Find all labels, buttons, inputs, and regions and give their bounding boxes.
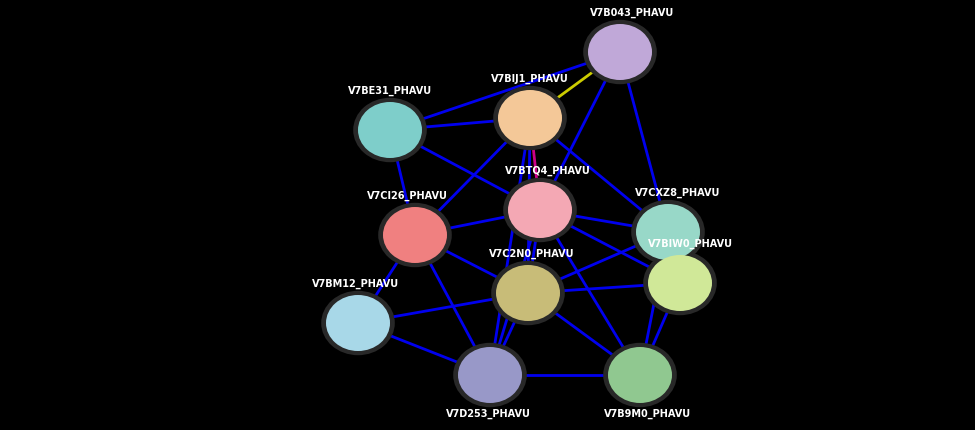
Ellipse shape bbox=[498, 90, 562, 146]
Ellipse shape bbox=[321, 291, 395, 355]
Ellipse shape bbox=[631, 200, 705, 264]
Ellipse shape bbox=[608, 347, 672, 403]
Ellipse shape bbox=[648, 255, 712, 311]
Ellipse shape bbox=[453, 343, 526, 407]
Ellipse shape bbox=[326, 295, 390, 351]
Text: V7B043_PHAVU: V7B043_PHAVU bbox=[590, 8, 674, 18]
Text: V7BTQ4_PHAVU: V7BTQ4_PHAVU bbox=[505, 166, 591, 176]
Ellipse shape bbox=[636, 204, 700, 260]
Ellipse shape bbox=[508, 182, 572, 238]
Ellipse shape bbox=[493, 86, 566, 150]
Text: V7BE31_PHAVU: V7BE31_PHAVU bbox=[348, 86, 432, 96]
Text: V7C2N0_PHAVU: V7C2N0_PHAVU bbox=[489, 249, 574, 259]
Text: V7B9M0_PHAVU: V7B9M0_PHAVU bbox=[604, 409, 691, 419]
Ellipse shape bbox=[604, 343, 677, 407]
Ellipse shape bbox=[383, 207, 447, 263]
Ellipse shape bbox=[503, 178, 577, 242]
Text: V7CXZ8_PHAVU: V7CXZ8_PHAVU bbox=[636, 188, 721, 198]
Ellipse shape bbox=[378, 203, 451, 267]
Ellipse shape bbox=[458, 347, 522, 403]
Ellipse shape bbox=[358, 102, 422, 158]
Text: V7D253_PHAVU: V7D253_PHAVU bbox=[446, 409, 530, 419]
Ellipse shape bbox=[496, 265, 560, 321]
Ellipse shape bbox=[644, 251, 717, 315]
Text: V7BIW0_PHAVU: V7BIW0_PHAVU bbox=[647, 239, 732, 249]
Text: V7CI26_PHAVU: V7CI26_PHAVU bbox=[367, 191, 448, 201]
Ellipse shape bbox=[353, 98, 427, 162]
Ellipse shape bbox=[588, 24, 652, 80]
Ellipse shape bbox=[583, 20, 657, 84]
Text: V7BM12_PHAVU: V7BM12_PHAVU bbox=[312, 279, 400, 289]
Ellipse shape bbox=[491, 261, 565, 325]
Text: V7BIJ1_PHAVU: V7BIJ1_PHAVU bbox=[491, 74, 568, 84]
